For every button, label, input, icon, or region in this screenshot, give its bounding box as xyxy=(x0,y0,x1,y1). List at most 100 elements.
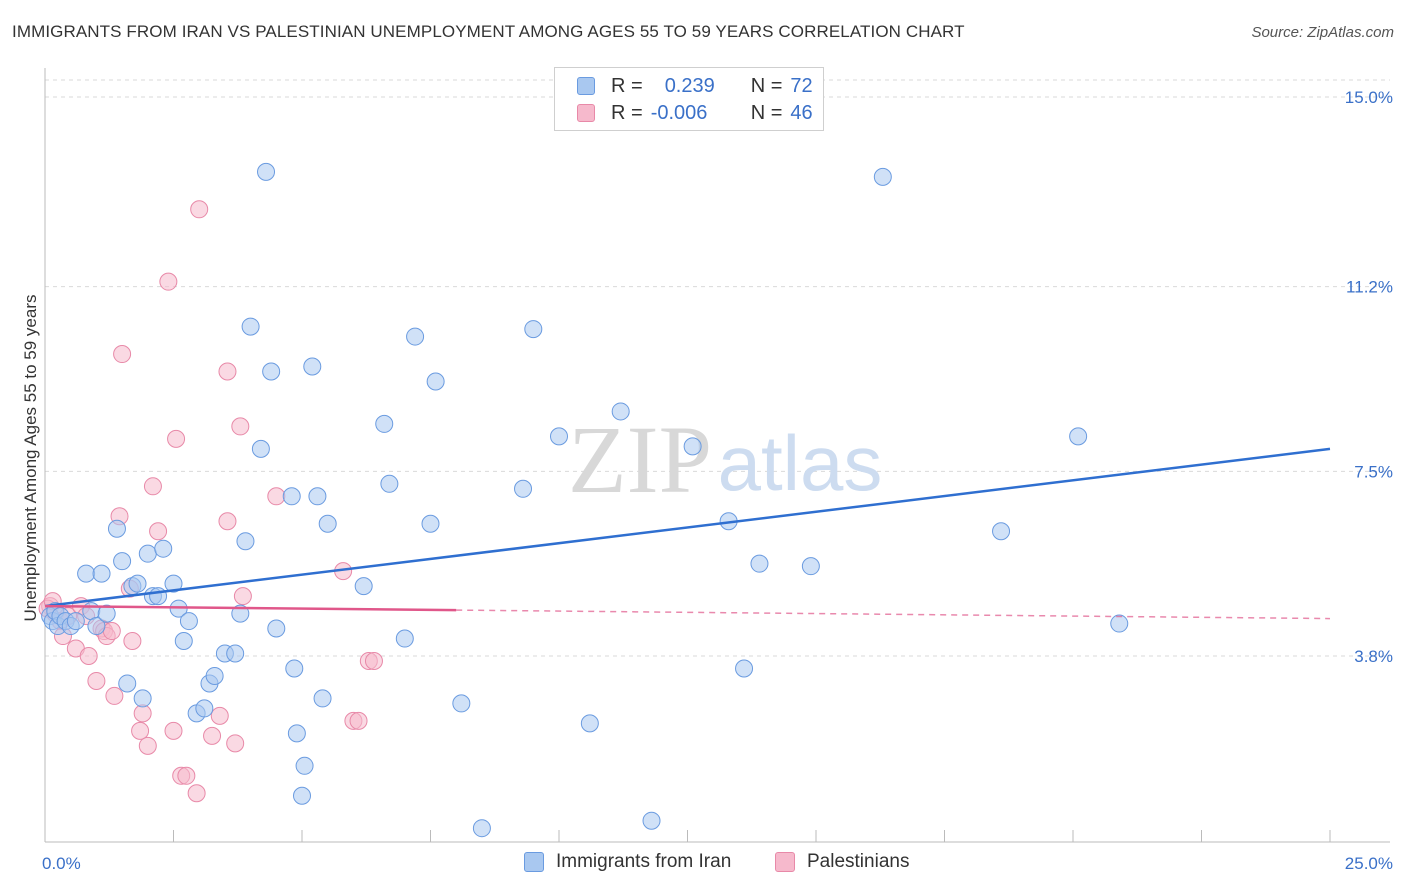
iran-point xyxy=(205,666,224,685)
iran-point xyxy=(375,414,394,433)
legend-swatch-palestinians xyxy=(775,852,795,872)
palestinians-point xyxy=(131,721,150,740)
legend-item-palestinians[interactable]: Palestinians xyxy=(775,851,909,873)
iran-point xyxy=(138,544,157,563)
palestinians-point xyxy=(203,726,222,745)
iran-point xyxy=(873,167,892,186)
iran-point xyxy=(82,602,101,621)
iran-point xyxy=(735,659,754,678)
iran-point xyxy=(66,612,85,631)
iran-point xyxy=(287,724,306,743)
gridlines xyxy=(45,79,1390,657)
palestinians-point xyxy=(113,345,132,364)
iran-point xyxy=(293,786,311,805)
chart-title: IMMIGRANTS FROM IRAN VS PALESTINIAN UNEM… xyxy=(12,22,965,41)
legend-r-value: 0.239 xyxy=(664,74,715,97)
iran-point xyxy=(87,617,106,636)
iran-point xyxy=(133,689,152,708)
iran-point xyxy=(241,317,260,336)
iran-point xyxy=(77,564,96,583)
palestinians-point xyxy=(231,417,250,436)
iran-point xyxy=(406,327,425,346)
legend-n-label: N = xyxy=(750,101,783,124)
iran-point xyxy=(801,557,820,576)
legend-r-value: -0.006 xyxy=(650,101,708,124)
iran-point xyxy=(282,487,301,506)
iran-point xyxy=(354,577,373,596)
palestinians-point xyxy=(105,686,124,705)
watermark-atlas: atlas xyxy=(718,419,883,507)
legend-n-value: 72 xyxy=(790,74,813,97)
iran-point xyxy=(195,699,214,718)
legend-label-palestinians: Palestinians xyxy=(807,851,910,872)
iran-point xyxy=(992,522,1011,541)
palestinians-point xyxy=(177,766,196,785)
palestinians-point xyxy=(133,704,152,723)
palestinians-point xyxy=(364,651,383,670)
iran-point xyxy=(262,362,281,381)
legend-item-iran[interactable]: Immigrants from Iran xyxy=(524,851,731,873)
palestinians-point xyxy=(218,512,237,531)
iran-point xyxy=(267,619,286,638)
palestinians-point xyxy=(159,272,178,291)
palestinians-point xyxy=(123,632,142,651)
legend-n-label: N = xyxy=(750,74,783,97)
iran-point xyxy=(683,437,702,456)
iran-point xyxy=(308,487,327,506)
palestinians-point xyxy=(87,671,106,690)
iran-point xyxy=(426,372,445,391)
source-label[interactable]: Source: ZipAtlas.com xyxy=(1251,24,1394,41)
legend-swatch-palestinians xyxy=(577,104,595,122)
legend-row-palestinians: R = -0.006 N = 46 xyxy=(577,101,813,125)
x-tick-label-max: 25.0% xyxy=(1345,854,1393,873)
palestinians-point xyxy=(143,477,162,496)
iran-point xyxy=(452,694,471,713)
iran-point xyxy=(550,427,568,446)
watermark: ZIP atlas xyxy=(568,406,882,513)
iran-point xyxy=(380,474,399,493)
axes xyxy=(44,68,1390,843)
watermark-zip: ZIP xyxy=(568,406,712,513)
iran-point xyxy=(514,479,533,498)
legend-swatch-iran xyxy=(577,77,595,95)
tick-labels: 3.8% 7.5% 11.2% 15.0% 0.0% 25.0% xyxy=(42,88,1393,873)
palestinians-point xyxy=(167,429,186,448)
iran-point xyxy=(251,439,270,458)
iran-point xyxy=(421,514,440,533)
palestinians-trend-line-dashed xyxy=(456,609,1331,620)
iran-point xyxy=(236,532,255,551)
iran-point xyxy=(174,632,193,651)
stats-legend: R = 0.239 N = 72 R = -0.006 N = 46 xyxy=(554,67,824,131)
iran-point xyxy=(154,539,173,558)
iran-point xyxy=(295,756,314,775)
palestinians-point xyxy=(102,622,121,641)
palestinians-point xyxy=(79,647,98,665)
iran-point xyxy=(118,674,137,693)
palestinians-point xyxy=(164,721,183,740)
palestinians-point xyxy=(210,706,229,725)
y-tick-label: 15.0% xyxy=(1345,88,1393,107)
legend-swatch-iran xyxy=(524,852,544,872)
iran-point xyxy=(164,574,183,593)
iran-point xyxy=(179,612,198,631)
legend-row-iran: R = 0.239 N = 72 xyxy=(577,74,813,98)
palestinians-point xyxy=(187,784,206,803)
iran-point xyxy=(149,587,168,606)
iran-point xyxy=(642,811,661,830)
trend-lines xyxy=(44,447,1331,620)
iran-point xyxy=(395,629,414,648)
palestinians-trend-line xyxy=(44,604,457,612)
iran-point xyxy=(1069,427,1088,446)
iran-point xyxy=(472,819,491,838)
palestinians-point xyxy=(349,711,368,730)
legend-label-iran: Immigrants from Iran xyxy=(556,851,732,872)
iran-points xyxy=(41,162,1129,838)
legend-r-label: R = xyxy=(611,101,643,124)
palestinians-point xyxy=(226,734,245,753)
palestinians-point xyxy=(138,736,157,755)
y-tick-label: 11.2% xyxy=(1346,278,1393,297)
iran-point xyxy=(97,604,116,623)
palestinians-point xyxy=(218,362,237,381)
iran-point xyxy=(113,552,132,571)
